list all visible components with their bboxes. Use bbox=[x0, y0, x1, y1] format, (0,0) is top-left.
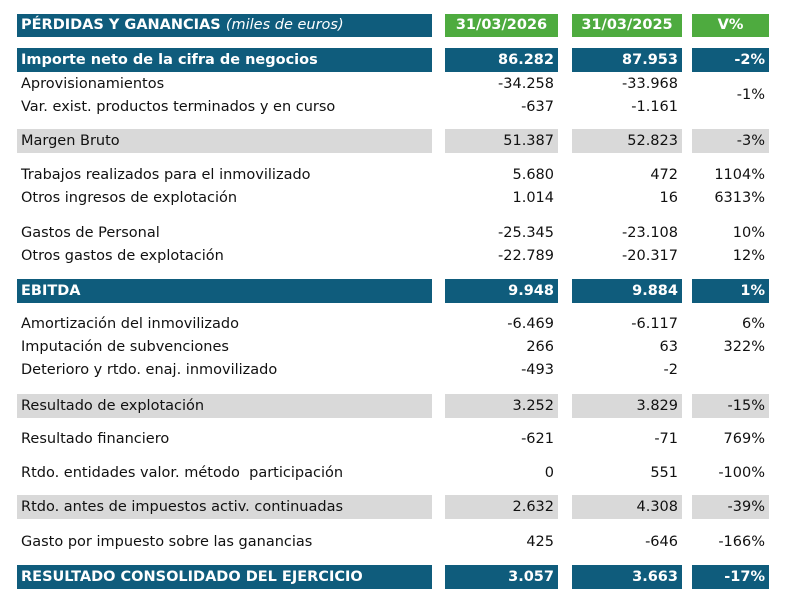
row-value-2025: 52.823 bbox=[572, 129, 682, 153]
row-label-personnel-expenses: Gastos de Personal bbox=[21, 225, 160, 241]
row-value-2026: 86.282 bbox=[445, 48, 558, 72]
table-title: PÉRDIDAS Y GANANCIAS (miles de euros) bbox=[17, 14, 432, 37]
row-value-variation: -17% bbox=[692, 565, 769, 589]
row-value-2026: 3.057 bbox=[445, 565, 558, 589]
row-value-2026: -6.469 bbox=[507, 316, 554, 332]
row-label-procurements: Aprovisionamientos bbox=[21, 76, 165, 92]
row-label-depreciation: Amortización del inmovilizado bbox=[21, 316, 239, 332]
row-value-2025: -2 bbox=[663, 362, 678, 378]
row-value-variation: 6% bbox=[741, 316, 765, 332]
row-value-2026: 51.387 bbox=[445, 129, 558, 153]
row-value-2025: -33.968 bbox=[622, 76, 678, 92]
column-header-variation: V% bbox=[692, 14, 769, 37]
row-value-2025: -6.117 bbox=[631, 316, 678, 332]
row-value-2026: 9.948 bbox=[445, 279, 558, 303]
row-value-2026: -493 bbox=[521, 362, 554, 378]
row-value-variation: 6313% bbox=[714, 190, 765, 206]
column-header-2026: 31/03/2026 bbox=[445, 14, 558, 37]
row-value-2026: 0 bbox=[544, 465, 554, 481]
row-value-2026: -25.345 bbox=[498, 225, 554, 241]
row-value-2026: 266 bbox=[526, 339, 554, 355]
row-value-2025: 3.829 bbox=[572, 394, 682, 418]
row-value-variation: 322% bbox=[723, 339, 765, 355]
row-value-2025: 472 bbox=[650, 167, 678, 183]
row-value-variation: -100% bbox=[718, 465, 765, 481]
row-value-2026: -34.258 bbox=[498, 76, 554, 92]
row-value-variation: 10% bbox=[732, 225, 765, 241]
row-value-2026: 5.680 bbox=[512, 167, 554, 183]
row-value-2025: 16 bbox=[659, 190, 678, 206]
row-value-2026: 3.252 bbox=[445, 394, 558, 418]
row-label-ebitda: EBITDA bbox=[17, 279, 432, 303]
row-label-other-operating-expenses: Otros gastos de explotación bbox=[21, 248, 224, 264]
title-units: (miles de euros) bbox=[225, 17, 344, 33]
row-value-2025: 4.308 bbox=[572, 495, 682, 519]
row-value-2026: -637 bbox=[521, 99, 554, 115]
row-value-2025: 87.953 bbox=[572, 48, 682, 72]
row-label-impairment: Deterioro y rtdo. enaj. inmovilizado bbox=[21, 362, 278, 378]
row-value-variation: 1% bbox=[692, 279, 769, 303]
title-text: PÉRDIDAS Y GANANCIAS bbox=[21, 17, 221, 33]
row-value-2026: 1.014 bbox=[512, 190, 554, 206]
row-value-variation: -2% bbox=[692, 48, 769, 72]
row-value-2025: 63 bbox=[659, 339, 678, 355]
row-label-inventory-change: Var. exist. productos terminados y en cu… bbox=[21, 99, 336, 115]
row-label-gross-margin: Margen Bruto bbox=[17, 129, 432, 153]
row-label-equity-method: Rtdo. entidades valor. método participac… bbox=[21, 465, 344, 481]
row-label-consolidated-result: RESULTADO CONSOLIDADO DEL EJERCICIO bbox=[17, 565, 432, 589]
row-value-2025: -1.161 bbox=[631, 99, 678, 115]
row-value-variation: -166% bbox=[718, 534, 765, 550]
row-value-2025: 3.663 bbox=[572, 565, 682, 589]
merged-variation-value: -1% bbox=[736, 87, 765, 103]
row-value-2025: -23.108 bbox=[622, 225, 678, 241]
row-value-variation: -39% bbox=[692, 495, 769, 519]
row-label-subsidies: Imputación de subvenciones bbox=[21, 339, 229, 355]
column-header-2025: 31/03/2025 bbox=[572, 14, 682, 37]
row-value-2025: -646 bbox=[645, 534, 678, 550]
row-label-capitalized-work: Trabajos realizados para el inmovilizado bbox=[21, 167, 311, 183]
row-value-variation: 769% bbox=[723, 431, 765, 447]
row-value-variation: -15% bbox=[692, 394, 769, 418]
row-value-2025: 551 bbox=[650, 465, 678, 481]
row-value-variation: 12% bbox=[732, 248, 765, 264]
row-label-other-operating-income: Otros ingresos de explotación bbox=[21, 190, 238, 206]
row-value-2025: -71 bbox=[654, 431, 678, 447]
row-value-2026: -22.789 bbox=[498, 248, 554, 264]
row-value-2025: 9.884 bbox=[572, 279, 682, 303]
row-value-2026: -621 bbox=[521, 431, 554, 447]
row-value-2026: 425 bbox=[526, 534, 554, 550]
row-label-net-revenue: Importe neto de la cifra de negocios bbox=[17, 48, 432, 72]
row-label-financial-result: Resultado financiero bbox=[21, 431, 170, 447]
row-value-2025: -20.317 bbox=[622, 248, 678, 264]
row-value-2026: 2.632 bbox=[445, 495, 558, 519]
row-label-income-tax: Gasto por impuesto sobre las ganancias bbox=[21, 534, 313, 550]
row-label-operating-result: Resultado de explotación bbox=[17, 394, 432, 418]
row-value-variation: -3% bbox=[692, 129, 769, 153]
row-label-pretax-result: Rtdo. antes de impuestos activ. continua… bbox=[17, 495, 432, 519]
row-value-variation: 1104% bbox=[714, 167, 765, 183]
